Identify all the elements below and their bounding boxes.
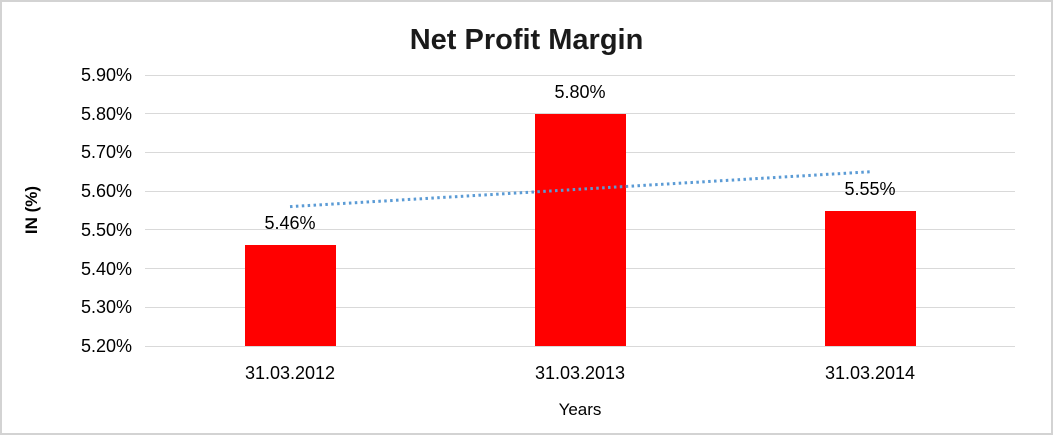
bar-31.03.2012 [244,245,336,346]
chart-title: Net Profit Margin [409,24,644,56]
y-tick-label: 5.30% [80,297,132,318]
bar-value-label: 5.55% [844,178,896,199]
y-tick-label: 5.70% [80,142,132,163]
x-tick-label: 31.03.2014 [824,363,916,383]
bar-value-label: 5.80% [554,81,606,102]
y-tick-label: 5.20% [80,336,132,356]
x-tick-label: 31.03.2012 [244,363,336,383]
bar-31.03.2014 [824,210,916,346]
y-axis-title-text: IN (%) [22,185,41,235]
y-tick-label: 5.50% [80,219,132,240]
bar-31.03.2013 [534,113,626,346]
y-tick-label: 5.80% [80,103,132,124]
y-tick-label: 5.60% [80,181,132,202]
y-tick-label: 5.40% [80,258,132,279]
gridline [145,74,1015,76]
y-tick-label: 5.90% [80,65,132,85]
bar-value-label: 5.46% [264,213,316,234]
gridline [145,345,1015,347]
x-axis-title: Years [558,400,602,419]
x-tick-label: 31.03.2013 [534,363,626,383]
